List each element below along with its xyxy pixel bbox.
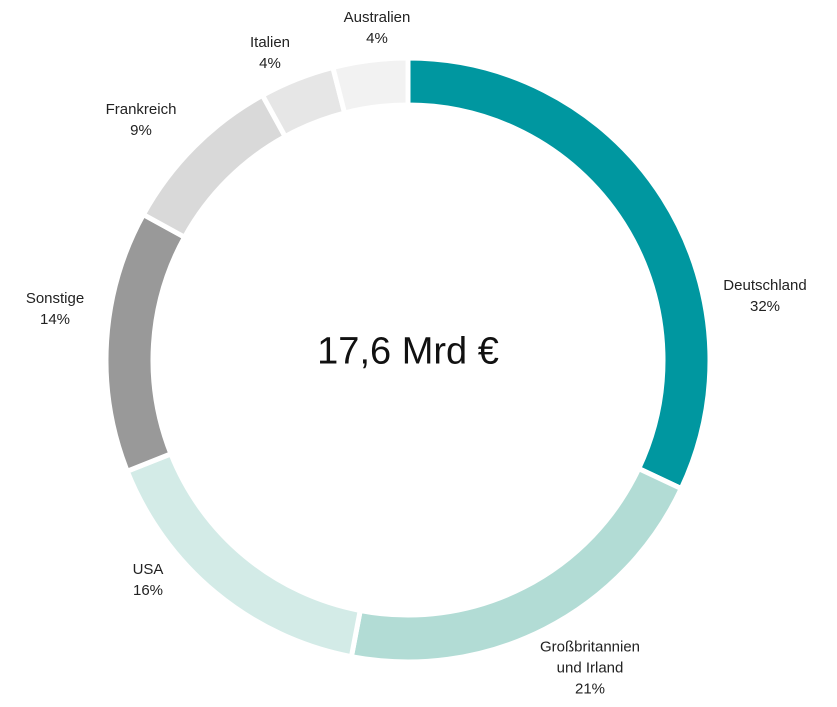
category-label: Deutschland <box>723 277 807 294</box>
category-label: Frankreich <box>105 101 177 118</box>
segment-label: Australien 4% <box>317 7 437 49</box>
segment-label: Deutschland 32% <box>705 275 825 317</box>
segment-label: Großbritannien und Irland 21% <box>530 637 650 700</box>
donut-segment <box>405 55 713 492</box>
segment-label: USA 16% <box>88 559 208 601</box>
value-label: 4% <box>366 30 388 47</box>
donut-segment <box>329 55 411 117</box>
donut-segment <box>123 450 364 660</box>
value-label: 4% <box>259 55 281 72</box>
center-text: 17,6 Mrd € <box>317 330 499 373</box>
value-label: 32% <box>749 298 781 315</box>
value-label: 16% <box>132 582 164 599</box>
category-label: Sonstige <box>25 290 85 307</box>
category-label: Großbritannien und Irland <box>539 638 641 677</box>
value-label: 14% <box>39 311 71 328</box>
donut-segment <box>348 465 685 665</box>
segment-label: Sonstige 14% <box>0 288 115 330</box>
category-label: Australien <box>343 9 411 26</box>
value-label: 21% <box>574 680 606 698</box>
category-label: Italien <box>249 34 291 51</box>
segment-label: Italien 4% <box>210 32 330 74</box>
donut-segment <box>103 211 188 475</box>
value-label: 9% <box>130 122 152 139</box>
category-label: USA <box>132 561 164 578</box>
segment-label: Frankreich 9% <box>81 99 201 141</box>
